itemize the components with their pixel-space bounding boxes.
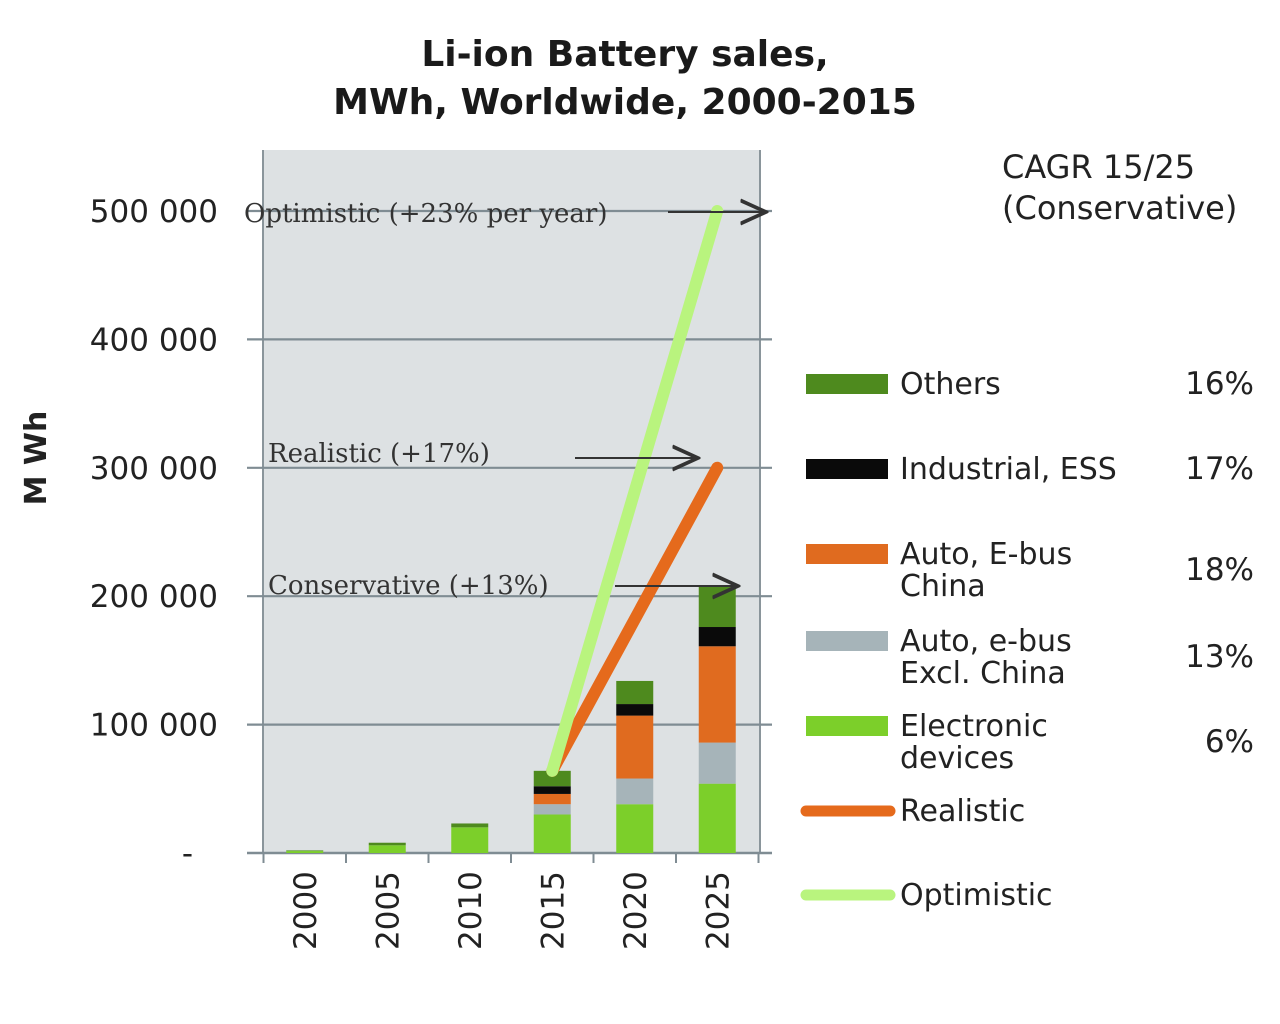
y-tick-label-300000: 300 000 [90, 451, 218, 487]
conservative-annotation: Conservative (+13%) [268, 571, 549, 601]
cagr-value-others: 16% [1185, 366, 1254, 402]
bar-2020-auto-e-bus-china [616, 715, 654, 779]
legend-label-auto-e-bus-china: China [900, 569, 986, 604]
cagr-value-electronic-devices: 6% [1205, 724, 1254, 760]
bar-2000-electronic-devices [286, 851, 324, 853]
legend-label-industrial-ess: Industrial, ESS [900, 452, 1117, 487]
legend-label-auto-e-bus-china: Auto, E-bus [900, 537, 1072, 572]
bar-2015-auto-e-bus-china [533, 793, 571, 805]
chart-title-line-2: MWh, Worldwide, 2000-2015 [333, 82, 917, 123]
bar-2025-others [698, 585, 736, 628]
legend-swatch-auto-e-bus-excl-china [806, 631, 888, 651]
x-tick-label-2020: 2020 [618, 871, 654, 950]
cagr-header-line-1: CAGR 15/25 [1002, 148, 1195, 186]
cagr-value-auto-e-bus-china: 18% [1185, 552, 1254, 588]
optimistic-annotation: Optimistic (+23% per year) [244, 199, 607, 229]
realistic-line [546, 461, 724, 777]
legend-label-electronic-devices: devices [900, 741, 1014, 776]
legend-label-electronic-devices: Electronic [900, 709, 1048, 744]
y-tick-label-100000: 100 000 [90, 708, 218, 744]
cagr-value-auto-e-bus-excl-china: 13% [1185, 639, 1254, 675]
plot-area [263, 150, 760, 853]
legend-label-auto-e-bus-excl-china: Excl. China [900, 656, 1066, 691]
legend-swatch-electronic-devices [806, 716, 888, 736]
y-tick-label-0: - [182, 836, 193, 872]
legend-label-optimistic: Optimistic [900, 878, 1053, 913]
x-tick-label-2025: 2025 [700, 871, 736, 950]
bar-2015-others [533, 770, 571, 787]
cagr-value-industrial-ess: 17% [1185, 451, 1254, 487]
y-axis-label: M Wh [19, 411, 54, 506]
bar-2025-auto-e-bus-excl-china [698, 742, 736, 784]
bar-2020-industrial-ess [616, 704, 654, 716]
bar-2015-electronic-devices [533, 814, 571, 853]
y-tick-label-400000: 400 000 [90, 322, 218, 358]
y-tick-label-500000: 500 000 [90, 194, 218, 230]
optimistic-line [546, 205, 724, 777]
realistic-annotation: Realistic (+17%) [268, 439, 490, 469]
cagr-header-line-2: (Conservative) [1002, 189, 1237, 227]
chart-title-line-1: Li-ion Battery sales, [421, 34, 828, 75]
x-tick-label-2010: 2010 [453, 871, 489, 950]
x-tick-label-2015: 2015 [535, 871, 571, 950]
x-tick-label-2005: 2005 [370, 871, 406, 950]
bar-2020-auto-e-bus-excl-china [616, 778, 654, 805]
bar-2015-auto-e-bus-excl-china [533, 804, 571, 815]
legend-swatch-others [806, 374, 888, 394]
bar-2005-others [368, 842, 406, 846]
bar-2010-electronic-devices [451, 827, 489, 853]
bar-2000-others [286, 850, 324, 852]
y-tick-label-200000: 200 000 [90, 579, 218, 615]
bar-2015-industrial-ess [533, 786, 571, 794]
x-tick-label-2000: 2000 [288, 871, 324, 950]
legend-label-others: Others [900, 367, 1001, 402]
bar-2025-auto-e-bus-china [698, 646, 736, 743]
legend-swatch-auto-e-bus-china [806, 544, 888, 564]
legend-label-auto-e-bus-excl-china: Auto, e-bus [900, 624, 1072, 659]
legend-label-realistic: Realistic [900, 794, 1025, 829]
bar-2020-others [616, 680, 654, 705]
bar-2025-electronic-devices [698, 783, 736, 853]
bar-2020-electronic-devices [616, 804, 654, 853]
legend-swatch-industrial-ess [806, 459, 888, 479]
bar-2010-others [451, 823, 489, 828]
bar-2005-electronic-devices [368, 845, 406, 853]
bar-2025-industrial-ess [698, 627, 736, 647]
